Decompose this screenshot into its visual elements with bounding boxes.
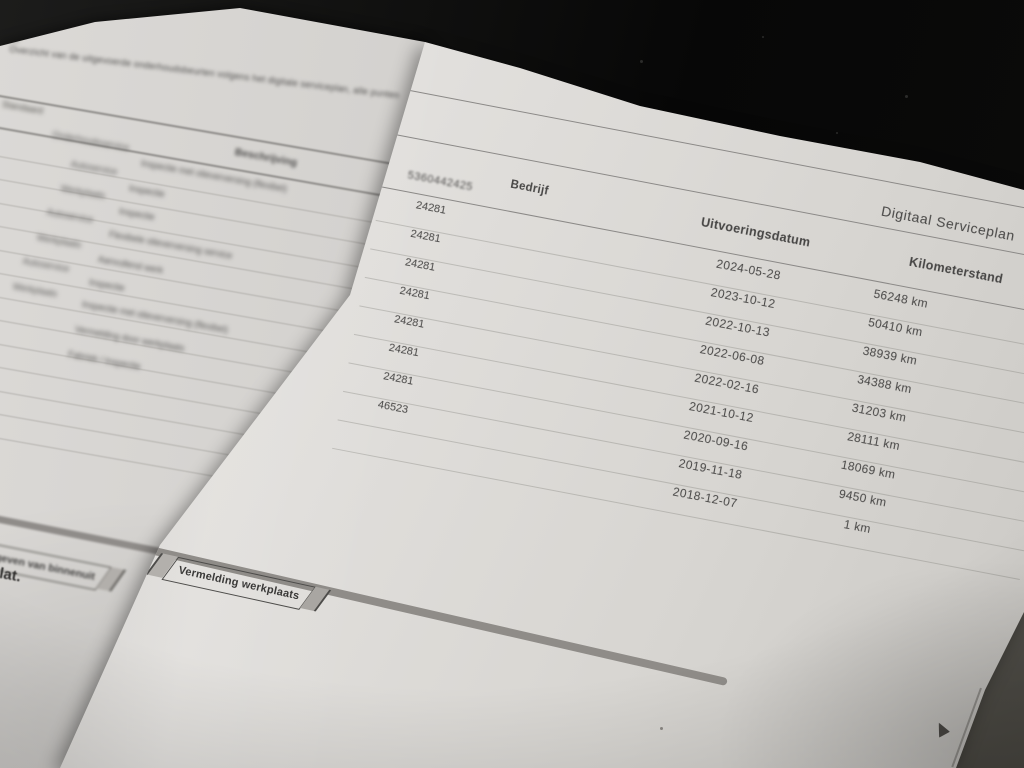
dust-speck [762,36,764,38]
dust-speck [905,95,908,98]
print-dot [660,727,663,730]
dust-speck [836,132,838,134]
dust-speck [640,60,643,63]
